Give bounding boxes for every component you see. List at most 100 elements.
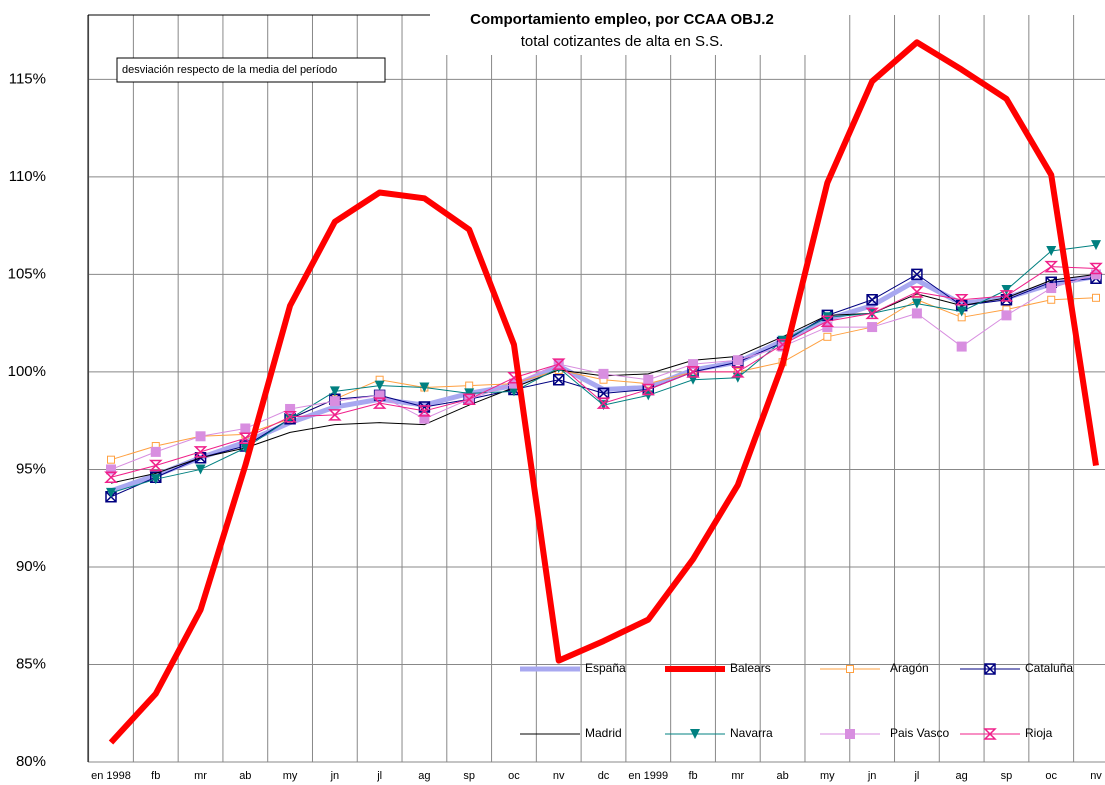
marker	[1046, 283, 1057, 294]
marker	[328, 409, 342, 421]
marker	[372, 397, 387, 409]
marker	[1046, 245, 1057, 256]
marker	[150, 446, 161, 457]
marker	[193, 446, 208, 458]
marker	[820, 315, 835, 327]
y-tick-label: 105%	[8, 265, 46, 282]
legend-label: Cataluña	[1025, 661, 1073, 675]
x-tick-label: mr	[194, 770, 207, 782]
marker	[150, 474, 161, 485]
marker	[508, 378, 519, 389]
x-tick-label: oc	[508, 770, 520, 782]
marker	[552, 373, 565, 386]
marker	[195, 464, 206, 475]
marker	[1091, 240, 1101, 251]
marker	[465, 381, 474, 390]
marker	[866, 294, 878, 306]
marker	[195, 431, 206, 442]
marker	[999, 290, 1014, 302]
x-tick-label: en 1998	[91, 770, 131, 782]
marker	[823, 332, 832, 341]
legend-label: Madrid	[585, 726, 622, 740]
series-line	[108, 39, 1099, 745]
marker	[954, 294, 969, 306]
x-tick-label: nv	[1090, 770, 1102, 782]
y-tick-label: 95%	[16, 460, 46, 477]
x-tick-label: jl	[913, 770, 919, 782]
marker	[845, 729, 855, 739]
legend-label: Balears	[730, 661, 771, 675]
marker	[911, 268, 923, 281]
x-tick-label: oc	[1045, 770, 1057, 782]
x-tick-label: sp	[1001, 770, 1013, 782]
marker	[238, 432, 253, 444]
series	[105, 268, 1102, 503]
marker	[983, 728, 997, 740]
marker	[1001, 310, 1012, 321]
marker	[551, 358, 566, 370]
marker	[598, 368, 609, 379]
x-tick-label: ab	[239, 770, 251, 782]
marker	[732, 355, 743, 366]
marker	[283, 411, 297, 423]
y-tick-label: 80%	[16, 753, 46, 770]
marker	[329, 386, 340, 397]
series	[110, 273, 1097, 494]
marker	[285, 403, 296, 414]
marker	[107, 455, 115, 464]
x-tick-label: jn	[330, 770, 340, 782]
marker	[508, 386, 519, 397]
x-tick-label: ag	[956, 770, 968, 782]
marker	[846, 665, 854, 673]
marker	[1089, 262, 1103, 275]
marker	[777, 335, 788, 346]
legend-label: Rioja	[1025, 726, 1053, 740]
marker	[419, 382, 430, 393]
marker	[865, 307, 879, 320]
marker	[956, 341, 967, 352]
marker	[688, 359, 699, 370]
x-tick-label: jl	[376, 770, 382, 782]
y-tick-label: 100%	[8, 363, 46, 380]
legend-label: Aragón	[890, 661, 929, 675]
chart-title: Comportamiento empleo, por CCAA OBJ.2	[470, 11, 774, 28]
marker	[641, 383, 656, 396]
marker	[1047, 295, 1056, 304]
marker	[1091, 269, 1101, 280]
marker	[643, 390, 654, 401]
marker	[690, 729, 700, 739]
marker	[417, 405, 432, 417]
legend-label: Navarra	[730, 726, 773, 740]
annotation: desviación respecto de la media del perí…	[122, 64, 337, 76]
marker	[240, 423, 251, 434]
marker	[731, 366, 745, 378]
marker	[867, 322, 878, 333]
x-tick-label: nv	[553, 770, 565, 782]
marker	[374, 390, 385, 401]
x-tick-label: ab	[776, 770, 788, 782]
annotation-box	[116, 57, 386, 83]
series-line	[110, 273, 1097, 494]
series	[108, 39, 1099, 745]
marker	[822, 322, 833, 333]
x-tick-label: my	[283, 770, 298, 782]
y-tick-label: 90%	[16, 558, 46, 575]
marker	[911, 308, 922, 319]
marker	[1001, 285, 1012, 296]
x-tick-label: fb	[688, 770, 697, 782]
legend-label: Pais Vasco	[890, 726, 949, 740]
marker	[106, 464, 116, 475]
marker	[822, 312, 833, 323]
series	[104, 260, 1103, 483]
x-tick-label: my	[820, 770, 835, 782]
x-tick-label: fb	[151, 770, 160, 782]
marker	[329, 396, 340, 407]
marker	[104, 471, 118, 483]
marker	[419, 413, 430, 424]
x-tick-label: mr	[731, 770, 744, 782]
legend-label: España	[585, 661, 626, 675]
chart-subtitle: total cotizantes de alta en S.S.	[521, 33, 724, 50]
y-tick-label: 110%	[9, 168, 46, 185]
